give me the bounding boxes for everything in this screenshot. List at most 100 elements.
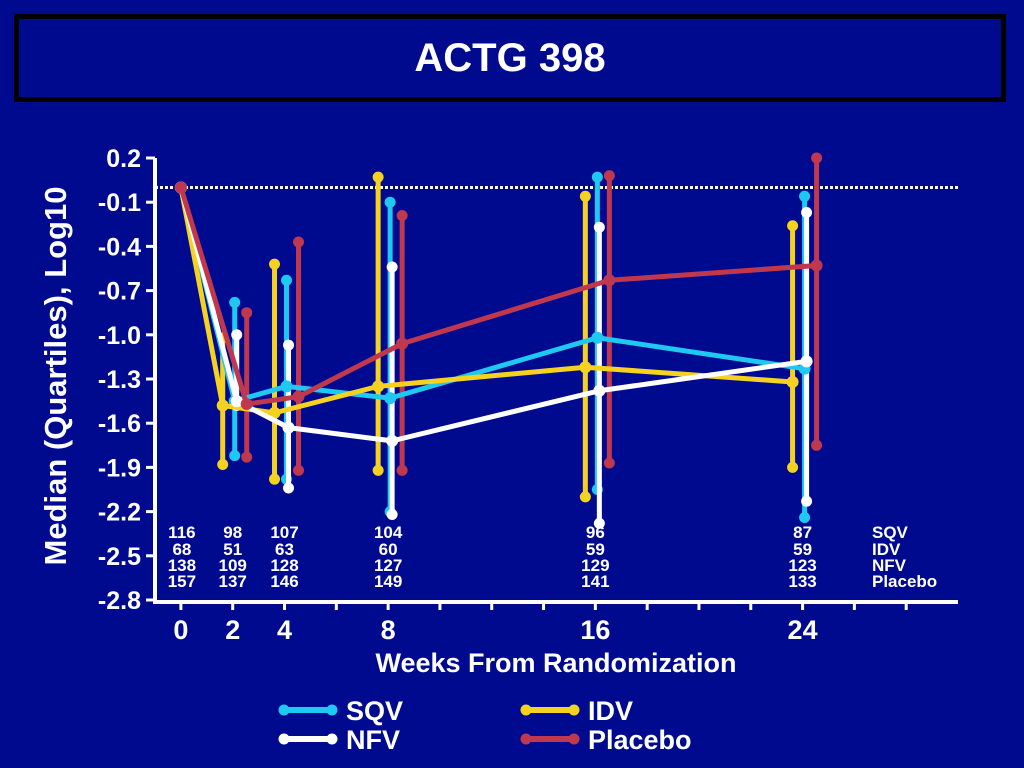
count-label: 87 xyxy=(793,523,812,542)
q1-point-nfv xyxy=(386,509,398,521)
median-point-idv xyxy=(268,406,281,419)
y-tick-label: -0.7 xyxy=(98,278,141,306)
legend-dot xyxy=(520,704,532,716)
count-label: 59 xyxy=(793,540,812,559)
legend-label-placebo: Placebo xyxy=(588,725,692,755)
median-point-sqv xyxy=(280,380,293,393)
count-label: 116 xyxy=(168,523,195,542)
median-point-idv xyxy=(579,361,592,374)
x-tick-label: 8 xyxy=(381,615,396,645)
count-label: 127 xyxy=(374,556,402,575)
count-row-label: NFV xyxy=(872,556,907,575)
legend-label-idv: IDV xyxy=(588,696,633,726)
legend-dot xyxy=(568,733,580,745)
x-tick-label: 4 xyxy=(277,615,292,645)
q3-point-placebo xyxy=(293,236,305,248)
median-point-nfv xyxy=(230,395,243,408)
q3-point-idv xyxy=(579,190,591,202)
q3-point-sqv xyxy=(591,171,603,183)
q1-point-sqv xyxy=(799,511,811,523)
legend-dot xyxy=(326,704,338,716)
q1-point-idv xyxy=(579,491,591,503)
q3-point-idv xyxy=(269,258,281,270)
series-line-idv xyxy=(178,186,793,416)
q3-point-placebo xyxy=(811,152,823,164)
q1-point-idv xyxy=(787,461,799,473)
median-lines xyxy=(174,181,823,447)
median-point-placebo xyxy=(174,181,187,194)
count-label: 157 xyxy=(168,572,196,591)
q3-point-placebo xyxy=(603,170,615,182)
count-label: 138 xyxy=(168,556,196,575)
q3-point-nfv xyxy=(801,207,813,219)
legend-dot xyxy=(278,733,290,745)
median-point-nfv xyxy=(386,434,399,447)
q3-point-sqv xyxy=(384,196,396,208)
y-tick-label: -0.1 xyxy=(98,189,141,217)
q1-point-nfv xyxy=(801,495,813,507)
count-label: 59 xyxy=(586,540,605,559)
y-tick-label: -2.2 xyxy=(98,499,141,527)
median-point-nfv xyxy=(282,421,295,434)
y-tick-label: -2.8 xyxy=(98,587,141,615)
q3-point-sqv xyxy=(281,274,293,286)
legend: SQV IDV NFV Placebo xyxy=(278,696,692,755)
q1-point-sqv xyxy=(229,450,241,462)
legend-dot xyxy=(326,733,338,745)
x-tick-label: 16 xyxy=(580,615,610,645)
median-point-nfv xyxy=(593,384,606,397)
count-label: 109 xyxy=(219,556,247,575)
count-label: 68 xyxy=(172,540,191,559)
count-label: 51 xyxy=(223,540,242,559)
x-tick-label: 2 xyxy=(225,615,240,645)
median-point-placebo xyxy=(240,398,253,411)
q1-point-nfv xyxy=(283,482,295,494)
count-row-label: Placebo xyxy=(872,572,937,591)
count-label: 141 xyxy=(581,572,609,591)
q3-point-idv xyxy=(372,171,384,183)
legend-dot xyxy=(520,733,532,745)
legend-label-nfv: NFV xyxy=(346,725,400,755)
median-point-placebo xyxy=(396,337,409,350)
count-label: 129 xyxy=(581,556,609,575)
median-point-placebo xyxy=(603,274,616,287)
median-point-idv xyxy=(372,380,385,393)
q1-point-placebo xyxy=(396,464,408,476)
y-tick-label: -1.9 xyxy=(98,454,141,482)
q1-point-placebo xyxy=(603,457,615,469)
count-label: 146 xyxy=(270,572,298,591)
page-title: ACTG 398 xyxy=(414,35,606,80)
q1-point-idv xyxy=(269,473,281,485)
y-axis-label: Median (Quartiles), Log10 xyxy=(38,187,73,566)
count-label: 96 xyxy=(586,523,605,542)
y-tick-label: -1.6 xyxy=(98,410,141,438)
count-label: 149 xyxy=(374,572,402,591)
q3-point-placebo xyxy=(396,209,408,221)
legend-label-sqv: SQV xyxy=(346,696,403,726)
y-tick-label: -1.0 xyxy=(98,322,141,350)
x-tick-label: 0 xyxy=(173,615,188,645)
x-tick-label: 24 xyxy=(788,615,818,645)
median-point-sqv xyxy=(591,331,604,344)
q3-point-nfv xyxy=(283,339,295,351)
count-label: 98 xyxy=(223,523,242,542)
series-line-nfv xyxy=(178,186,807,444)
count-label: 60 xyxy=(379,540,398,559)
count-label: 107 xyxy=(270,523,298,542)
median-point-nfv xyxy=(800,355,813,368)
q3-point-nfv xyxy=(593,221,605,233)
median-point-placebo xyxy=(292,390,305,403)
q1-point-placebo xyxy=(293,464,305,476)
y-tick-label: 0.2 xyxy=(106,145,141,173)
q3-point-nfv xyxy=(231,329,243,341)
count-label: 137 xyxy=(219,572,247,591)
median-point-idv xyxy=(216,399,229,412)
count-row-label: IDV xyxy=(872,540,901,559)
q3-point-sqv xyxy=(799,190,811,202)
y-tick-label: -1.3 xyxy=(98,366,141,394)
q1-point-placebo xyxy=(811,439,823,451)
q3-point-nfv xyxy=(386,261,398,273)
series-line-placebo xyxy=(178,186,817,407)
title-box: ACTG 398 xyxy=(14,14,1006,102)
